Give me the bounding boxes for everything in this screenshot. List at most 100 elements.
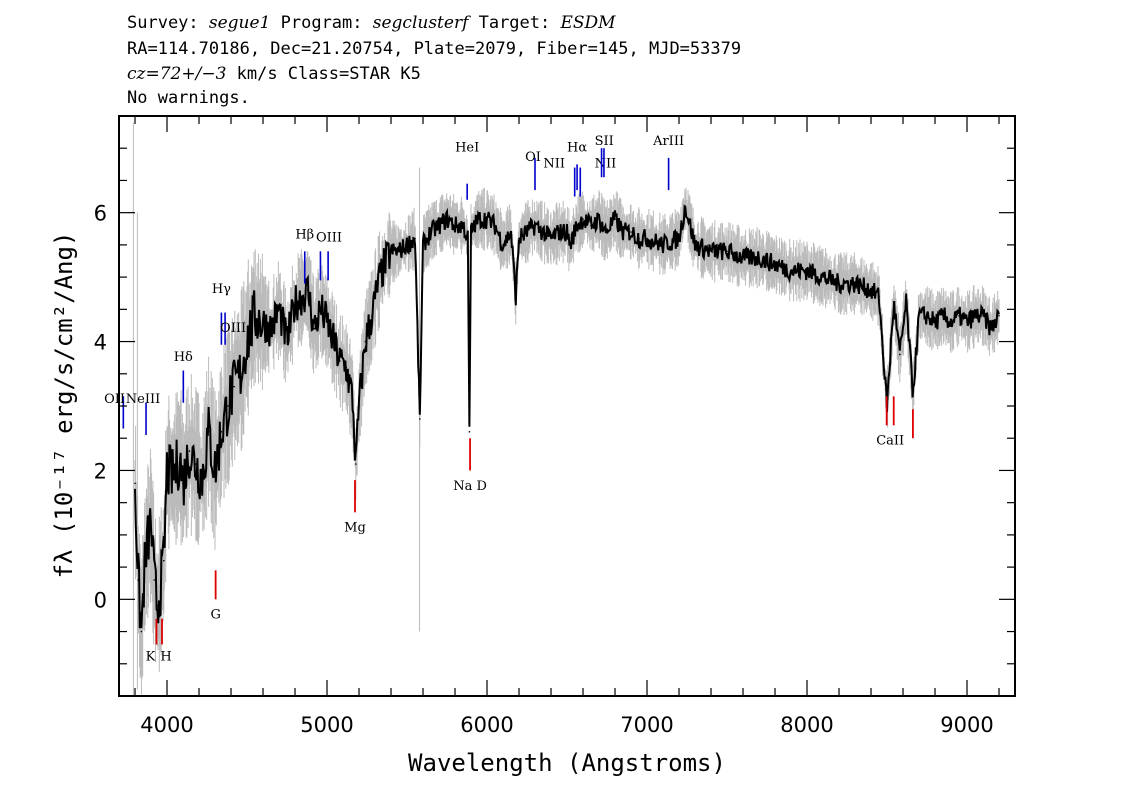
flux-point: [662, 244, 664, 246]
flux-point: [950, 321, 952, 324]
flux-point: [774, 263, 776, 266]
flux-point: [332, 340, 335, 343]
flux-point: [377, 282, 380, 285]
flux-point: [419, 418, 421, 420]
flux-point: [351, 398, 354, 401]
flux-point: [790, 269, 792, 272]
emission-line-label: Hγ: [212, 282, 231, 297]
x-tick-label: 5000: [300, 713, 353, 737]
noise-band: [132, 122, 1000, 696]
flux-point: [806, 269, 808, 272]
flux-series: [134, 204, 1000, 633]
absorption-line-label: CaII: [876, 434, 904, 449]
absorption-line-label: Mg: [344, 521, 366, 536]
emission-line-label: OIII: [220, 321, 246, 336]
flux-point: [319, 308, 322, 311]
flux-point: [179, 456, 181, 459]
header-line-2: RA=114.70186, Dec=21.20754, Plate=2079, …: [127, 39, 741, 59]
flux-point: [195, 463, 197, 465]
flux-point: [470, 231, 472, 233]
flux-point: [742, 256, 744, 259]
flux-point: [942, 314, 944, 317]
x-tick-label: 6000: [460, 713, 513, 737]
flux-point: [339, 360, 341, 362]
flux-point: [188, 450, 191, 452]
flux-point: [150, 521, 152, 523]
flux-point: [534, 224, 536, 227]
emission-line-label: NII: [543, 157, 565, 172]
flux-point: [569, 244, 571, 246]
emission-line-label: Hβ: [295, 227, 314, 242]
header-line-4: No warnings.: [127, 88, 250, 108]
flux-point: [254, 314, 256, 317]
survey-label: Survey:: [127, 13, 209, 33]
flux-point: [684, 205, 687, 208]
emission-line-label: ArIII: [652, 134, 684, 149]
flux-point: [246, 340, 248, 343]
flux-point: [345, 366, 348, 369]
noise-path: [134, 187, 1000, 695]
flux-point: [966, 321, 968, 324]
flux-point: [518, 237, 520, 240]
flux-point: [307, 289, 309, 291]
flux-point: [262, 321, 264, 324]
emission-line-label: OI: [525, 150, 541, 165]
y-axis-title: fλ (10⁻¹⁷ erg/s/cm²/Ang): [50, 232, 78, 579]
flux-point: [383, 263, 386, 266]
flux-point: [566, 231, 568, 233]
flux-point: [515, 295, 517, 298]
flux-point: [758, 256, 760, 259]
flux-point: [526, 231, 528, 233]
flux-point: [918, 314, 920, 317]
flux-point: [163, 559, 165, 562]
flux-point: [878, 295, 880, 298]
flux-point: [630, 231, 632, 233]
flux-point: [934, 321, 936, 324]
redshift-value: cz=72+/−3: [127, 64, 226, 84]
flux-point: [604, 231, 607, 233]
target-value: ESDM: [559, 13, 616, 33]
flux-point: [590, 224, 592, 227]
header-line-1: Survey: segue1 Program: segclusterf Targ…: [127, 13, 616, 33]
flux-point: [958, 314, 960, 317]
x-tick-label: 8000: [780, 713, 833, 737]
flux-point: [926, 314, 928, 317]
flux-point: [473, 224, 476, 227]
flux-point: [172, 476, 175, 478]
flux-point: [134, 482, 136, 485]
flux-point: [286, 340, 288, 343]
flux-point: [468, 430, 471, 433]
survey-value: segue1: [209, 13, 271, 33]
flux-point: [239, 372, 242, 375]
flux-point: [892, 302, 895, 304]
flux-point: [406, 244, 408, 246]
flux-point: [398, 250, 400, 253]
flux-point: [990, 327, 992, 330]
flux-point: [854, 282, 856, 285]
flux-point: [390, 250, 392, 253]
flux-point: [355, 463, 357, 465]
flux-point: [467, 237, 469, 240]
flux-point: [143, 566, 146, 568]
flux-point: [153, 579, 155, 581]
x-tick-label: 7000: [620, 713, 673, 737]
program-value: segclusterf: [373, 13, 471, 33]
axes: 4000 5000 6000 7000 8000 9000 0 2 4 6: [94, 115, 1016, 737]
flux-path: [134, 204, 1000, 629]
flux-point: [207, 430, 210, 433]
program-label: Program:: [270, 13, 372, 33]
emission-line-label: SII: [595, 134, 614, 149]
flux-point: [214, 469, 216, 472]
y-tick-label: 0: [94, 588, 107, 612]
flux-point: [438, 224, 440, 227]
flux-point: [494, 224, 496, 227]
flux-point: [998, 314, 1000, 317]
emission-line-label: OII: [104, 392, 125, 407]
y-tick-label: 4: [94, 331, 107, 355]
flux-point: [140, 630, 143, 633]
flux-point: [233, 385, 235, 388]
absorption-line-label: Na D: [453, 479, 487, 494]
flux-point: [478, 218, 480, 220]
